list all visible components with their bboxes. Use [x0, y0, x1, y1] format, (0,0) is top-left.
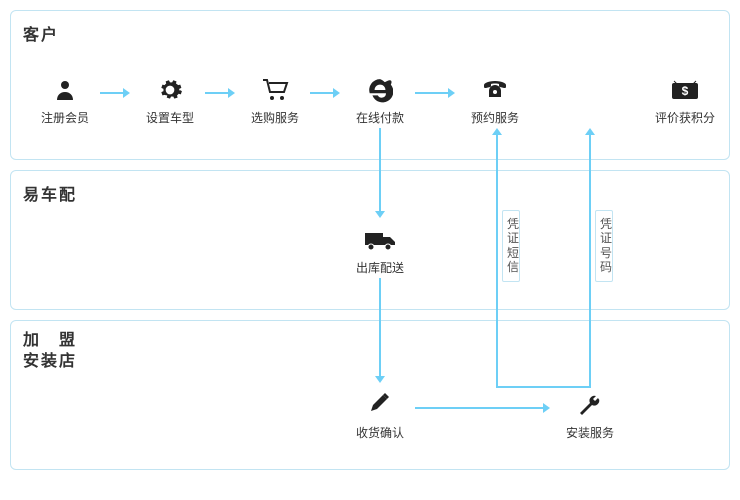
pen-icon	[345, 390, 415, 420]
arrow-pay-dispatch	[375, 128, 385, 218]
money-icon: $	[650, 75, 720, 105]
step-setmodel: 设置车型	[135, 75, 205, 126]
step-book: 预约服务	[460, 75, 530, 126]
step-pay: 在线付款	[345, 75, 415, 126]
step-register: 注册会员	[30, 75, 100, 126]
step-dispatch: 出库配送	[345, 225, 415, 276]
step-register-label: 注册会员	[30, 109, 100, 126]
vlabel-code: 凭证号码	[595, 210, 613, 282]
step-select-label: 选购服务	[240, 109, 310, 126]
gear-icon	[135, 75, 205, 105]
arrow-setmodel-select	[205, 88, 235, 98]
step-select: 选购服务	[240, 75, 310, 126]
step-review: $ 评价获积分	[650, 75, 720, 126]
step-setmodel-label: 设置车型	[135, 109, 205, 126]
truck-icon	[345, 225, 415, 255]
arrow-install-review	[585, 128, 595, 388]
cart-icon	[240, 75, 310, 105]
step-review-label: 评价获积分	[650, 109, 720, 126]
arrow-pay-book	[415, 88, 455, 98]
panel-store-title: 加 盟安装店	[23, 331, 77, 373]
step-dispatch-label: 出库配送	[345, 259, 415, 276]
vlabel-sms: 凭证短信	[502, 210, 520, 282]
svg-text:$: $	[682, 84, 689, 98]
step-book-label: 预约服务	[460, 109, 530, 126]
arrow-receive-install	[415, 403, 550, 413]
arrow-register-setmodel	[100, 88, 130, 98]
step-pay-label: 在线付款	[345, 109, 415, 126]
connector-install-bottom	[497, 386, 590, 388]
panel-customer-title: 客户	[23, 21, 59, 45]
step-install: 安装服务	[555, 390, 625, 441]
step-install-label: 安装服务	[555, 424, 625, 441]
arrow-select-pay	[310, 88, 340, 98]
ie-icon	[345, 75, 415, 105]
panel-yichepei-title: 易车配	[23, 181, 77, 205]
arrow-dispatch-receive	[375, 278, 385, 383]
step-receive: 收货确认	[345, 390, 415, 441]
phone-icon	[460, 75, 530, 105]
wrench-icon	[555, 390, 625, 420]
arrow-install-book	[492, 128, 502, 388]
step-receive-label: 收货确认	[345, 424, 415, 441]
user-icon	[30, 75, 100, 105]
